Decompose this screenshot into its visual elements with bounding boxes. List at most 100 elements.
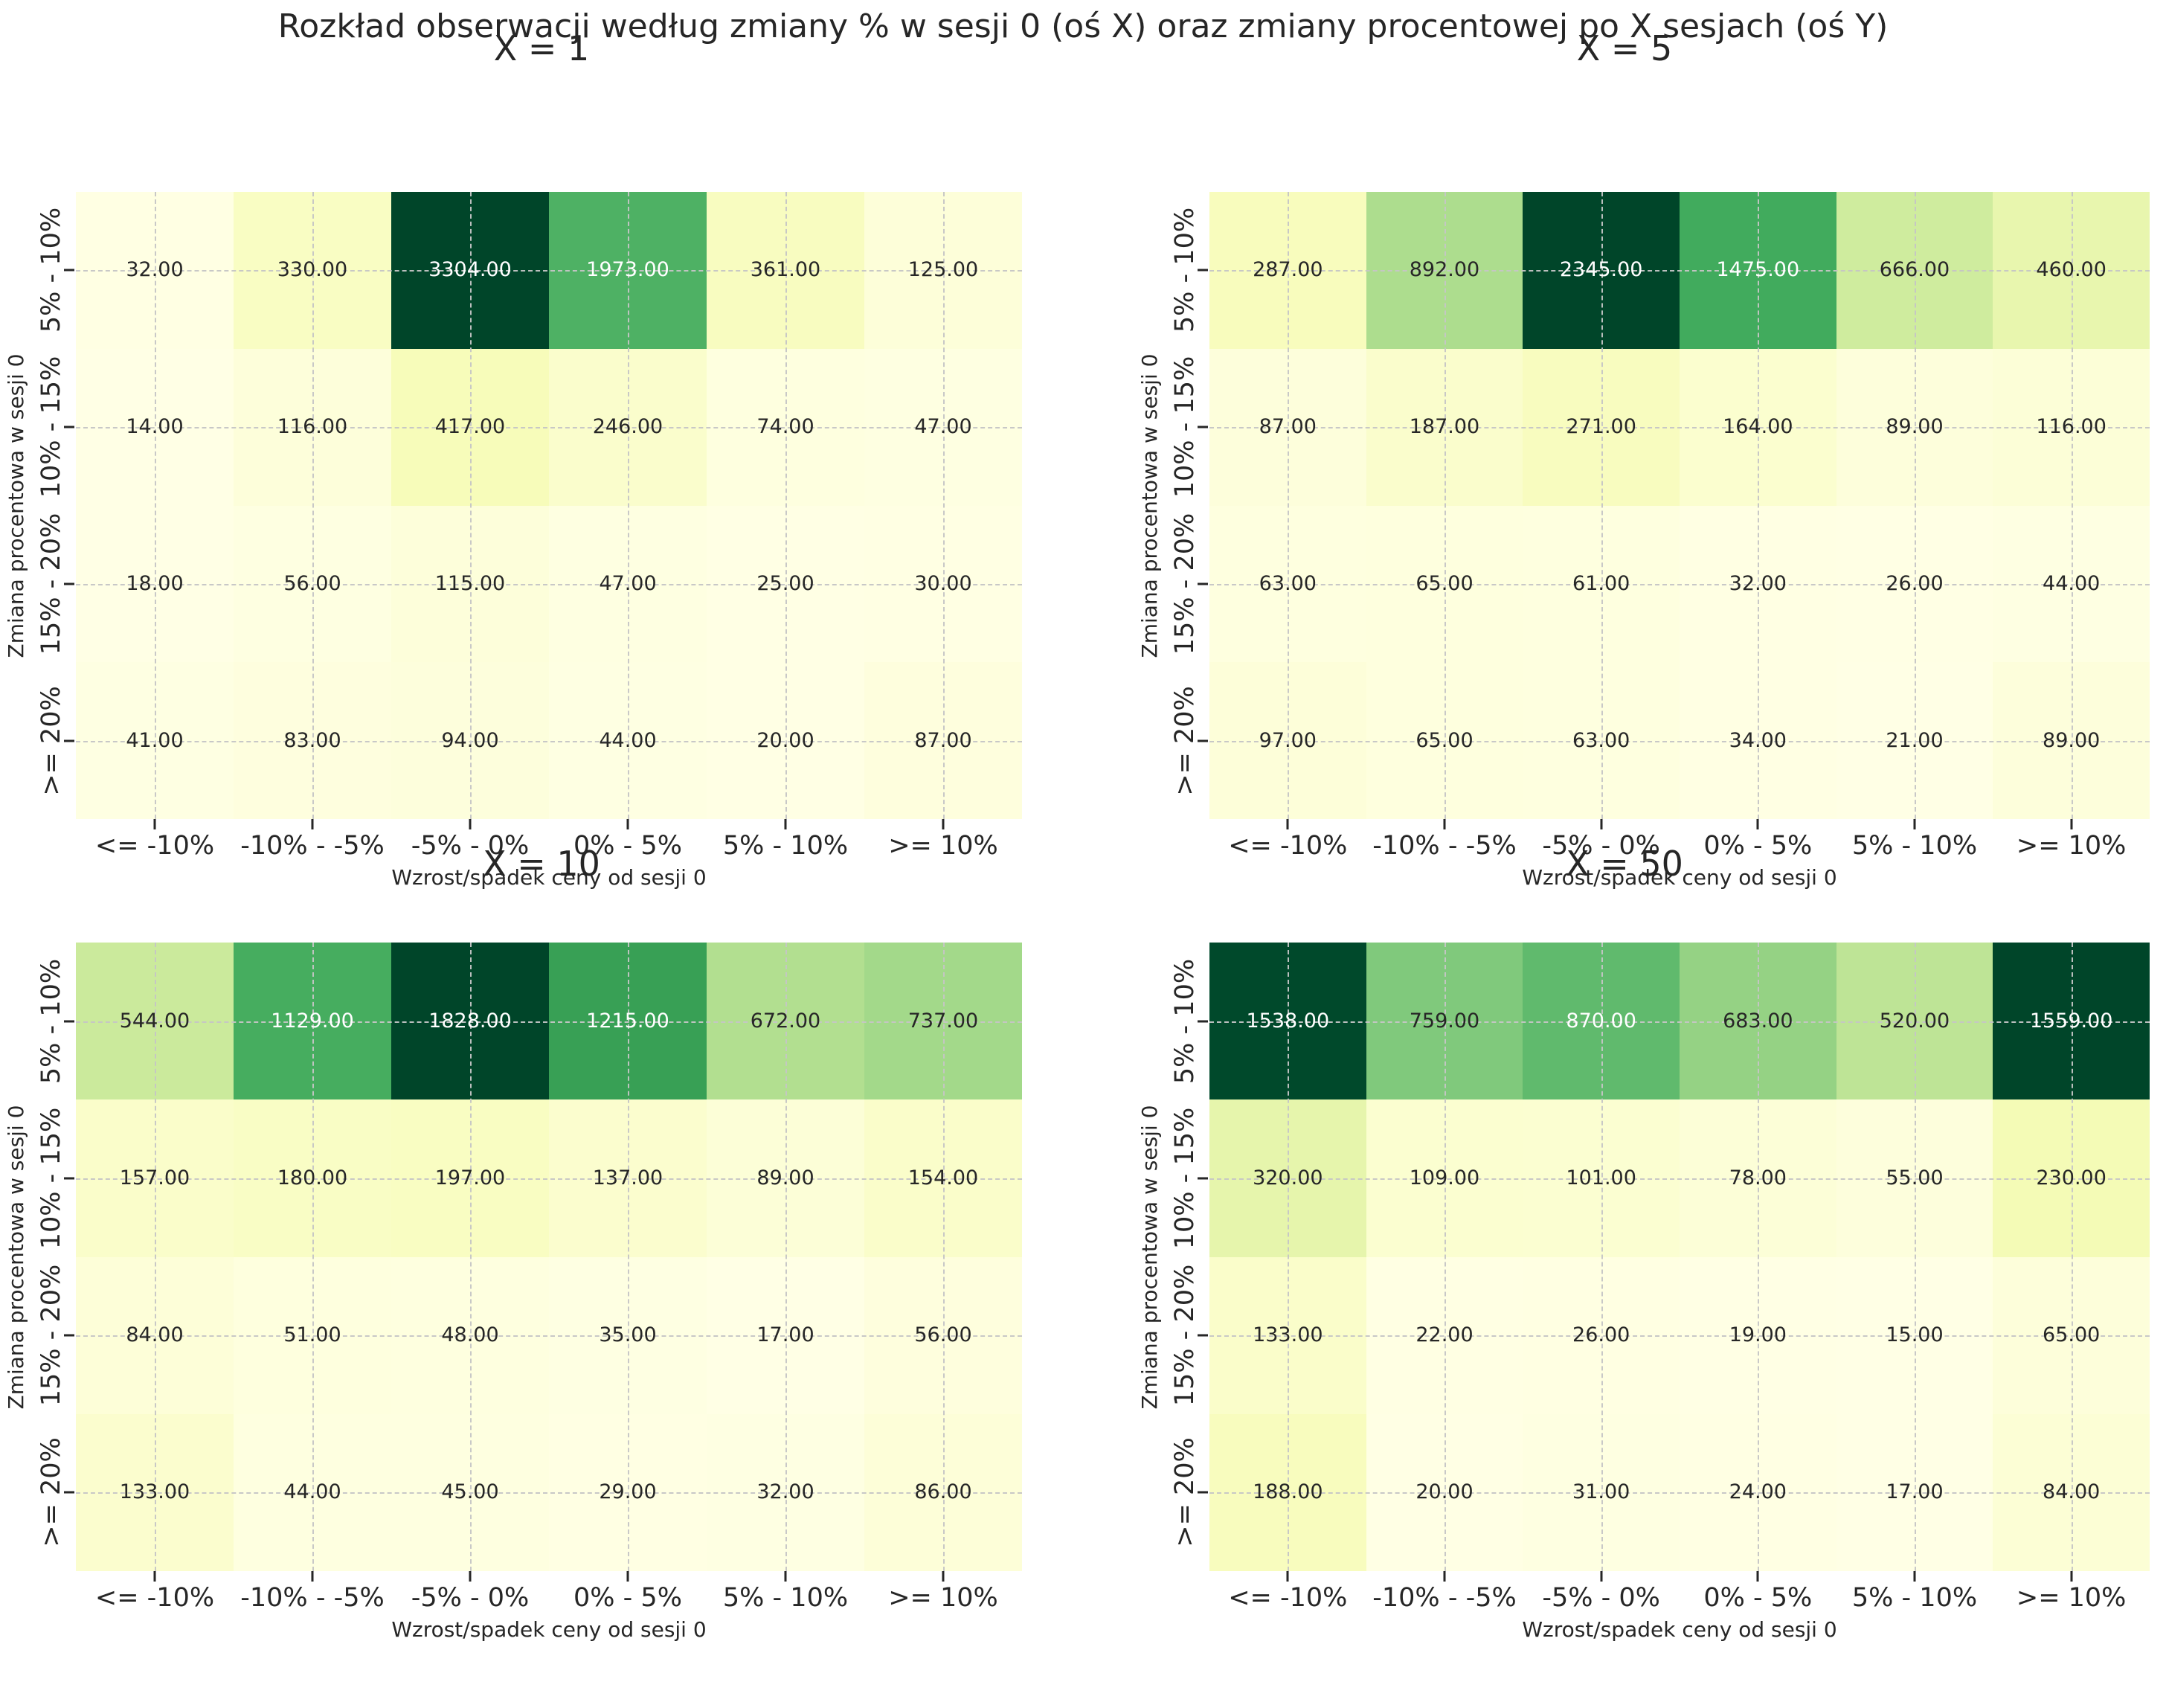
cell-value: 109.00 bbox=[1409, 1166, 1480, 1190]
heatmap-cells: 287.00 892.00 2345.00 1475.00 666.00 460.00 87… bbox=[1209, 192, 2150, 819]
y-tick-label: 15% - 20% bbox=[1170, 513, 1200, 655]
gridline-vertical bbox=[1601, 943, 1603, 1571]
x-tick-mark bbox=[1600, 1571, 1603, 1582]
cell-value: 892.00 bbox=[1409, 258, 1480, 282]
cell-value: 1973.00 bbox=[586, 258, 669, 282]
x-tick-label: -10% - -5% bbox=[240, 1583, 385, 1613]
cell-value: 89.00 bbox=[1886, 415, 1944, 439]
x-tick-label: <= -10% bbox=[1228, 1583, 1348, 1613]
cell-value: 32.00 bbox=[1729, 571, 1787, 595]
y-tick-mark bbox=[64, 426, 74, 428]
cell-value: 55.00 bbox=[1886, 1166, 1944, 1190]
cell-value: 18.00 bbox=[126, 571, 184, 595]
y-tick-mark bbox=[1198, 1020, 1208, 1023]
x-axis-label: Wzrost/spadek ceny od sesji 0 bbox=[1522, 865, 1837, 890]
cell-value: 44.00 bbox=[2043, 571, 2101, 595]
y-tick-mark bbox=[64, 739, 74, 742]
heatmap-cells: 32.00 330.00 3304.00 1973.00 361.00 125.00 14.… bbox=[76, 192, 1022, 819]
gridline-vertical bbox=[785, 192, 787, 819]
x-tick-mark bbox=[784, 1571, 787, 1582]
cell-value: 47.00 bbox=[599, 571, 657, 595]
cell-value: 287.00 bbox=[1253, 258, 1323, 282]
cell-value: 520.00 bbox=[1879, 1009, 1950, 1033]
x-tick-mark bbox=[784, 819, 787, 829]
gridline-horizontal bbox=[76, 270, 1022, 272]
gridline-vertical bbox=[155, 192, 156, 819]
y-tick-label: 5% - 10% bbox=[1170, 208, 1200, 333]
x-axis-label: Wzrost/spadek ceny od sesji 0 bbox=[391, 1617, 707, 1642]
x-tick-mark bbox=[626, 819, 629, 829]
y-tick-mark bbox=[1198, 1177, 1208, 1180]
cell-value: 271.00 bbox=[1566, 415, 1636, 439]
y-tick-mark bbox=[64, 1491, 74, 1494]
x-tick-label: 0% - 5% bbox=[1703, 831, 1813, 861]
x-tick-label: >= 10% bbox=[2016, 1583, 2127, 1613]
cell-value: 737.00 bbox=[907, 1009, 979, 1033]
gridline-vertical bbox=[1915, 943, 1916, 1571]
x-tick-mark bbox=[626, 1571, 629, 1582]
cell-value: 2345.00 bbox=[1559, 258, 1643, 282]
cell-value: 125.00 bbox=[907, 258, 979, 282]
cell-value: 759.00 bbox=[1409, 1009, 1480, 1033]
gridline-vertical bbox=[628, 192, 629, 819]
x-tick-label: -5% - 0% bbox=[411, 831, 530, 861]
y-tick-label: >= 20% bbox=[36, 685, 66, 796]
cell-value: 544.00 bbox=[119, 1009, 190, 1033]
y-axis-label: Zmiana procentowa w sesji 0 bbox=[1137, 353, 1162, 658]
cell-value: 672.00 bbox=[750, 1009, 821, 1033]
x-tick-mark bbox=[2070, 1571, 2073, 1582]
x-tick-label: >= 10% bbox=[2016, 831, 2127, 861]
cell-value: 197.00 bbox=[434, 1166, 506, 1190]
cell-value: 1559.00 bbox=[2029, 1009, 2113, 1033]
cell-value: 133.00 bbox=[1253, 1323, 1323, 1347]
heatmap-axes: 32.00 330.00 3304.00 1973.00 361.00 125.00 14.… bbox=[4, 192, 1022, 890]
y-tick-label: >= 20% bbox=[1170, 685, 1200, 796]
cell-value: 320.00 bbox=[1253, 1166, 1323, 1190]
x-tick-mark bbox=[1286, 1571, 1289, 1582]
y-tick-mark bbox=[1198, 1491, 1208, 1494]
x-tick-mark bbox=[1600, 819, 1603, 829]
cell-value: 31.00 bbox=[1572, 1480, 1630, 1504]
cell-value: 15.00 bbox=[1886, 1323, 1944, 1347]
y-tick-label: 10% - 15% bbox=[1170, 1107, 1200, 1250]
cell-value: 17.00 bbox=[756, 1323, 814, 1347]
cell-value: 133.00 bbox=[119, 1480, 190, 1504]
gridline-vertical bbox=[470, 943, 472, 1571]
y-axis-label: Zmiana procentowa w sesji 0 bbox=[4, 1105, 28, 1409]
subplot-title: X = 50 bbox=[1566, 844, 1683, 884]
cell-value: 35.00 bbox=[599, 1323, 657, 1347]
x-tick-mark bbox=[1286, 819, 1289, 829]
x-tick-mark bbox=[469, 819, 472, 829]
figure-suptitle: Rozkład obserwacji według zmiany % w ses… bbox=[277, 7, 1889, 45]
cell-value: 34.00 bbox=[1729, 728, 1787, 752]
gridline-vertical bbox=[628, 943, 629, 1571]
cell-value: 87.00 bbox=[914, 728, 972, 752]
gridline-vertical bbox=[1758, 192, 1760, 819]
gridline-horizontal bbox=[1209, 270, 2150, 272]
heatmap-cells: 544.00 1129.00 1828.00 1215.00 672.00 737.00 1… bbox=[76, 943, 1022, 1571]
gridline-horizontal bbox=[1209, 583, 2150, 585]
cell-value: 21.00 bbox=[1886, 728, 1944, 752]
cell-value: 97.00 bbox=[1259, 728, 1317, 752]
cell-value: 89.00 bbox=[2043, 728, 2101, 752]
gridline-vertical bbox=[155, 943, 156, 1571]
gridline-vertical bbox=[943, 192, 945, 819]
x-tick-label: -5% - 0% bbox=[411, 1583, 530, 1613]
cell-value: 65.00 bbox=[1415, 571, 1474, 595]
y-tick-label: 5% - 10% bbox=[36, 958, 66, 1084]
y-tick-mark bbox=[1198, 426, 1208, 428]
x-tick-label: >= 10% bbox=[888, 831, 998, 861]
subplot-title: X = 10 bbox=[483, 844, 600, 884]
gridline-vertical bbox=[2071, 943, 2073, 1571]
gridline-vertical bbox=[312, 943, 314, 1571]
y-tick-label: >= 20% bbox=[36, 1437, 66, 1548]
cell-value: 84.00 bbox=[126, 1323, 184, 1347]
gridline-horizontal bbox=[1209, 427, 2150, 429]
x-tick-label: -5% - 0% bbox=[1542, 831, 1660, 861]
x-tick-mark bbox=[311, 819, 314, 829]
subplot-title: X = 1 bbox=[493, 28, 590, 68]
subplot-x1: X = 1 32.00 330.00 3304.00 1973.00 361.00 125.… bbox=[0, 30, 1083, 893]
gridline-vertical bbox=[1444, 192, 1446, 819]
x-axis-label: Wzrost/spadek ceny od sesji 0 bbox=[1522, 1617, 1837, 1642]
gridline-vertical bbox=[1288, 943, 1290, 1571]
